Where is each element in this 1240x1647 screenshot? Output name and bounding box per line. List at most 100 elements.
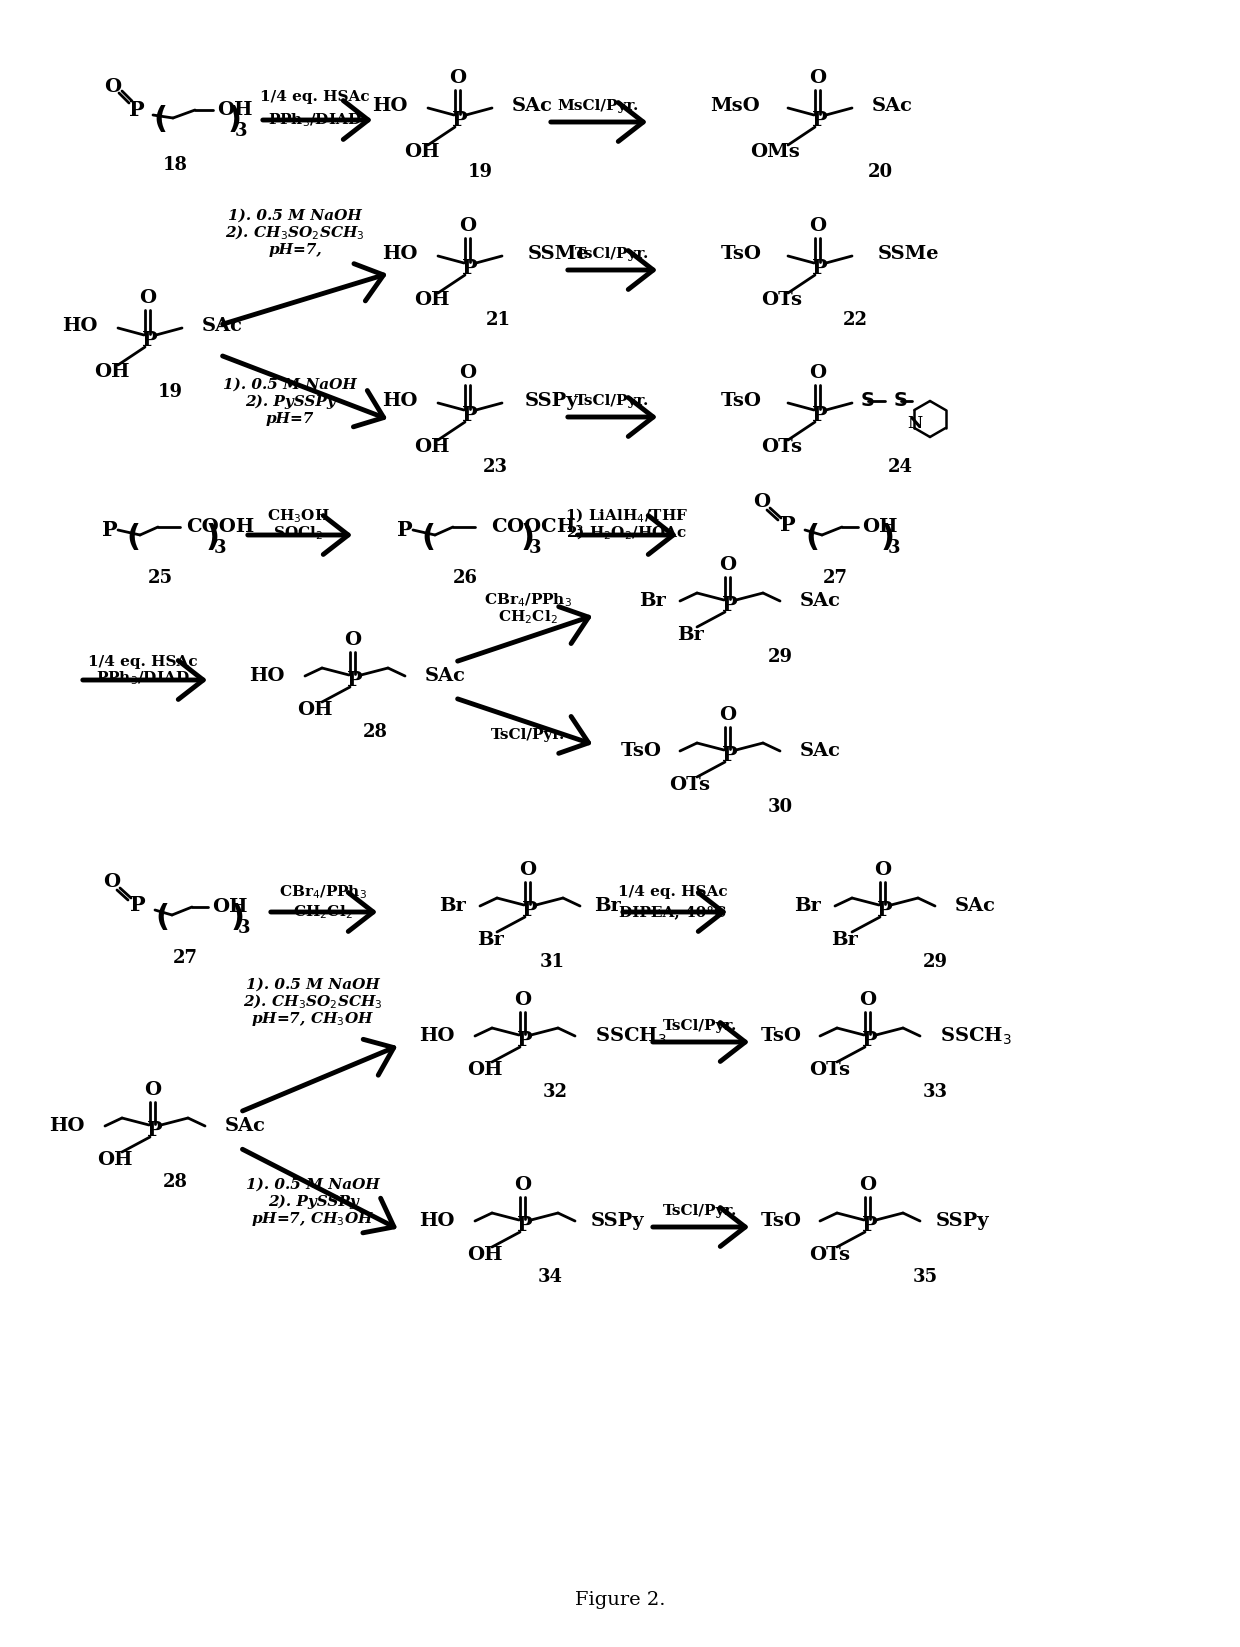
Text: 20: 20	[868, 163, 893, 181]
Text: TsO: TsO	[720, 392, 763, 410]
Text: SSPy: SSPy	[936, 1212, 990, 1230]
Text: 27: 27	[172, 949, 197, 967]
Text: P: P	[722, 595, 738, 614]
Text: TsO: TsO	[761, 1212, 802, 1230]
Text: P: P	[347, 670, 363, 690]
Text: DIPEA, 40°C: DIPEA, 40°C	[620, 904, 727, 919]
Text: Br: Br	[476, 931, 503, 949]
Text: P: P	[517, 1029, 533, 1051]
Text: SSMe: SSMe	[878, 245, 940, 264]
Text: SAc: SAc	[512, 97, 553, 115]
Text: O: O	[460, 364, 476, 382]
Text: HO: HO	[62, 316, 98, 334]
Text: $\bf{(}$: $\bf{(}$	[155, 903, 169, 934]
Text: SAc: SAc	[955, 898, 996, 916]
Text: O: O	[520, 861, 537, 879]
Text: $\bf{S}$: $\bf{S}$	[893, 392, 908, 410]
Text: 23: 23	[482, 458, 507, 476]
Text: SAc: SAc	[425, 667, 466, 685]
Text: 3: 3	[213, 539, 226, 557]
Text: 2). CH$_3$SO$_2$SCH$_3$: 2). CH$_3$SO$_2$SCH$_3$	[243, 993, 383, 1011]
Text: TsO: TsO	[621, 743, 662, 759]
Text: O: O	[754, 492, 770, 511]
Text: OH: OH	[298, 702, 332, 720]
Text: Br: Br	[639, 591, 666, 609]
Text: P: P	[129, 100, 145, 120]
Text: 32: 32	[543, 1084, 568, 1100]
Text: MsCl/Pyr.: MsCl/Pyr.	[557, 99, 639, 114]
Text: O: O	[139, 288, 156, 306]
Text: P: P	[812, 259, 828, 278]
Text: 1). 0.5 M NaOH: 1). 0.5 M NaOH	[228, 209, 362, 222]
Text: P: P	[877, 899, 893, 921]
Text: Figure 2.: Figure 2.	[575, 1591, 665, 1609]
Text: pH=7, CH$_3$OH: pH=7, CH$_3$OH	[252, 1010, 374, 1028]
Text: O: O	[104, 77, 122, 96]
Text: SSMe: SSMe	[528, 245, 589, 264]
Text: SSCH$_3$: SSCH$_3$	[595, 1026, 667, 1046]
Text: O: O	[345, 631, 362, 649]
Text: CH$_2$Cl$_2$: CH$_2$Cl$_2$	[293, 903, 353, 921]
Text: O: O	[874, 861, 892, 879]
Text: P: P	[130, 894, 146, 916]
Text: P: P	[463, 259, 477, 278]
Text: SSCH$_3$: SSCH$_3$	[940, 1026, 1012, 1046]
Text: P: P	[517, 1215, 533, 1235]
Text: CBr$_4$/PPh$_3$: CBr$_4$/PPh$_3$	[484, 591, 572, 609]
Text: 31: 31	[539, 954, 564, 972]
Text: O: O	[810, 364, 827, 382]
Text: 3: 3	[234, 122, 247, 140]
Text: 2). PySSPy: 2). PySSPy	[244, 395, 335, 408]
Text: $\bf{)}$: $\bf{)}$	[227, 104, 241, 135]
Text: P: P	[812, 405, 828, 425]
Text: O: O	[810, 69, 827, 87]
Text: P: P	[148, 1120, 162, 1140]
Text: $\bf{(}$: $\bf{(}$	[805, 522, 818, 553]
Text: P: P	[862, 1215, 878, 1235]
Text: 3: 3	[238, 919, 250, 937]
Text: OTs: OTs	[761, 438, 802, 456]
Text: $\bf{(}$: $\bf{(}$	[153, 104, 166, 135]
Text: OH: OH	[414, 292, 450, 310]
Text: 1). 0.5 M NaOH: 1). 0.5 M NaOH	[246, 1178, 379, 1192]
Text: HO: HO	[419, 1028, 455, 1044]
Text: P: P	[812, 110, 828, 130]
Text: P: P	[102, 520, 118, 540]
Text: SAc: SAc	[224, 1117, 267, 1135]
Text: OH: OH	[467, 1061, 502, 1079]
Text: HO: HO	[249, 667, 285, 685]
Text: SAc: SAc	[800, 743, 841, 759]
Text: TsCl/Pyr.: TsCl/Pyr.	[575, 247, 650, 260]
Text: O: O	[810, 217, 827, 236]
Text: CH$_2$Cl$_2$: CH$_2$Cl$_2$	[498, 608, 558, 626]
Text: N: N	[906, 415, 923, 432]
Text: 3: 3	[888, 539, 900, 557]
Text: 2) H$_2$O$_2$/HOAc: 2) H$_2$O$_2$/HOAc	[567, 524, 688, 542]
Text: 33: 33	[923, 1084, 947, 1100]
Text: 28: 28	[162, 1173, 187, 1191]
Text: O: O	[144, 1080, 161, 1099]
Text: COOH: COOH	[186, 519, 254, 535]
Text: 1) LiAlH$_4$/THF: 1) LiAlH$_4$/THF	[565, 507, 688, 525]
Text: $\bf{S}$: $\bf{S}$	[861, 392, 874, 410]
Text: COOCH$_3$: COOCH$_3$	[491, 517, 584, 537]
Text: OH: OH	[212, 898, 248, 916]
Text: Br: Br	[794, 898, 821, 916]
Text: HO: HO	[382, 245, 418, 264]
Text: O: O	[515, 991, 532, 1010]
Text: pH=7,: pH=7,	[268, 244, 322, 257]
Text: P: P	[453, 110, 467, 130]
Text: O: O	[103, 873, 120, 891]
Text: P: P	[397, 520, 413, 540]
Text: Br: Br	[439, 898, 466, 916]
Text: 21: 21	[486, 311, 511, 329]
Text: PPh$_3$/DIAD: PPh$_3$/DIAD	[95, 669, 190, 687]
Text: 22: 22	[842, 311, 868, 329]
Text: P: P	[722, 744, 738, 764]
Text: 19: 19	[467, 163, 492, 181]
Text: O: O	[449, 69, 466, 87]
Text: CH$_3$OH: CH$_3$OH	[267, 507, 330, 525]
Text: O: O	[719, 707, 737, 725]
Text: $\bf{)}$: $\bf{)}$	[205, 522, 218, 553]
Text: OTs: OTs	[670, 776, 711, 794]
